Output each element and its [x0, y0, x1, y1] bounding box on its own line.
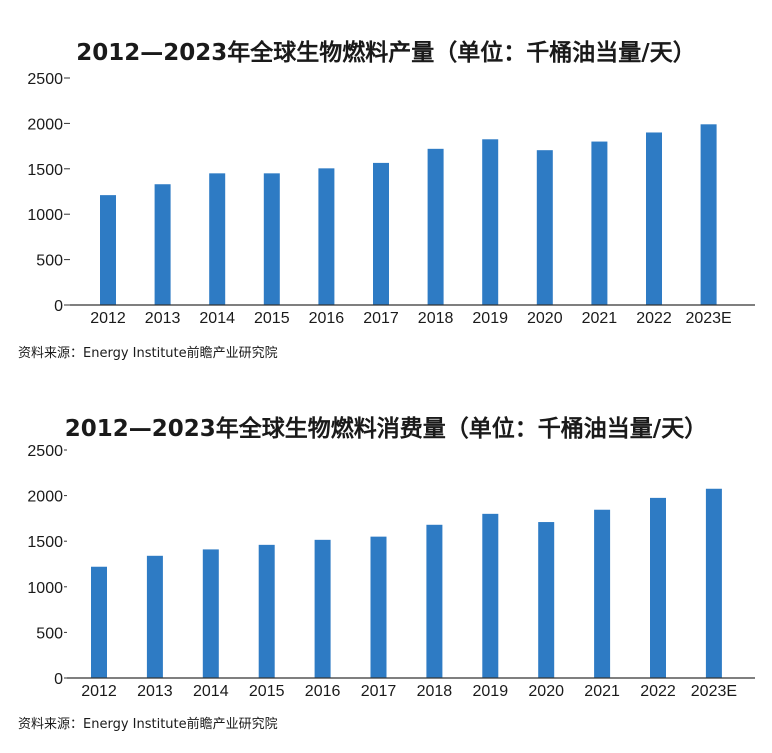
x-tick-label: 2015 [254, 310, 290, 327]
production-bar-chart: 0 500 1000 1500 2000 2500 2012 2013 2014 2015 2016… [27, 71, 755, 327]
y-tick-label: 2500 [27, 71, 63, 88]
bar-2016 [318, 168, 335, 305]
x-tick-label: 2015 [249, 683, 285, 700]
x-tick-label: 2017 [361, 683, 397, 700]
x-tick-label: 2017 [363, 310, 399, 327]
x-tick-label: 2019 [473, 683, 509, 700]
y-tick-label: 0 [54, 671, 63, 688]
x-tick-label: 2016 [309, 310, 345, 327]
consumption-bar-chart: 0 500 1000 1500 2000 2500 2012 2013 2014 2015 2016… [27, 443, 755, 700]
bar-2022 [646, 132, 662, 305]
y-tick-label: 1500 [27, 162, 63, 179]
x-tick-label: 2014 [199, 310, 235, 327]
x-tick-label: 2021 [582, 310, 618, 327]
bar-2017 [373, 162, 389, 305]
bar-2020 [538, 522, 555, 678]
bar-2023E [700, 124, 717, 305]
y-tick-label: 1000 [27, 580, 63, 597]
bar-2019 [482, 513, 499, 678]
y-tick-label: 1500 [27, 534, 63, 551]
bar-2022 [650, 497, 666, 678]
chart-1-title: 2012—2023年全球生物燃料产量（单位：千桶油当量/天） [76, 40, 696, 66]
bar-2014 [209, 173, 226, 305]
y-tick-label: 500 [36, 625, 63, 642]
x-tick-label: 2023E [685, 310, 731, 327]
y-tick-label: 1000 [27, 207, 63, 224]
bar-2018 [426, 524, 443, 678]
y-tick-label: 500 [36, 253, 63, 270]
y-tick-label: 2000 [27, 116, 63, 133]
bar-2013 [146, 555, 163, 678]
bar-2021 [594, 509, 611, 678]
bar-2021 [591, 141, 608, 305]
x-tick-label: 2022 [640, 683, 676, 700]
bar-2015 [258, 544, 275, 678]
x-tick-label: 2013 [137, 683, 173, 700]
x-tick-label: 2021 [584, 683, 620, 700]
x-tick-label: 2014 [193, 683, 229, 700]
x-tick-label: 2016 [305, 683, 341, 700]
chart-2-source: 资料来源：Energy Institute前瞻产业研究院 [18, 717, 278, 732]
bar-2016 [314, 539, 331, 678]
y-tick-label: 2000 [27, 489, 63, 506]
bar-2013 [154, 184, 171, 305]
x-tick-label: 2012 [81, 683, 117, 700]
chart-2-title: 2012—2023年全球生物燃料消费量（单位：千桶油当量/天） [64, 416, 708, 442]
x-tick-label: 2020 [528, 683, 564, 700]
x-tick-label: 2019 [472, 310, 508, 327]
bar-2023E [705, 488, 722, 678]
bar-2015 [263, 173, 280, 305]
x-tick-label: 2020 [527, 310, 563, 327]
bar-2017 [370, 536, 387, 678]
bar-2019 [482, 139, 499, 305]
x-tick-label: 2018 [418, 310, 454, 327]
y-tick-label: 0 [54, 298, 63, 315]
bar-2020 [536, 150, 553, 305]
bar-2012 [100, 195, 116, 305]
x-tick-label: 2022 [636, 310, 672, 327]
bar-2018 [427, 148, 444, 305]
bar-2012 [91, 566, 107, 678]
chart-1-source: 资料来源：Energy Institute前瞻产业研究院 [18, 346, 278, 361]
x-tick-label: 2018 [417, 683, 453, 700]
x-tick-label: 2013 [145, 310, 181, 327]
x-tick-label: 2023E [691, 683, 737, 700]
bar-2014 [202, 549, 219, 678]
y-tick-label: 2500 [27, 443, 63, 460]
x-tick-label: 2012 [90, 310, 126, 327]
